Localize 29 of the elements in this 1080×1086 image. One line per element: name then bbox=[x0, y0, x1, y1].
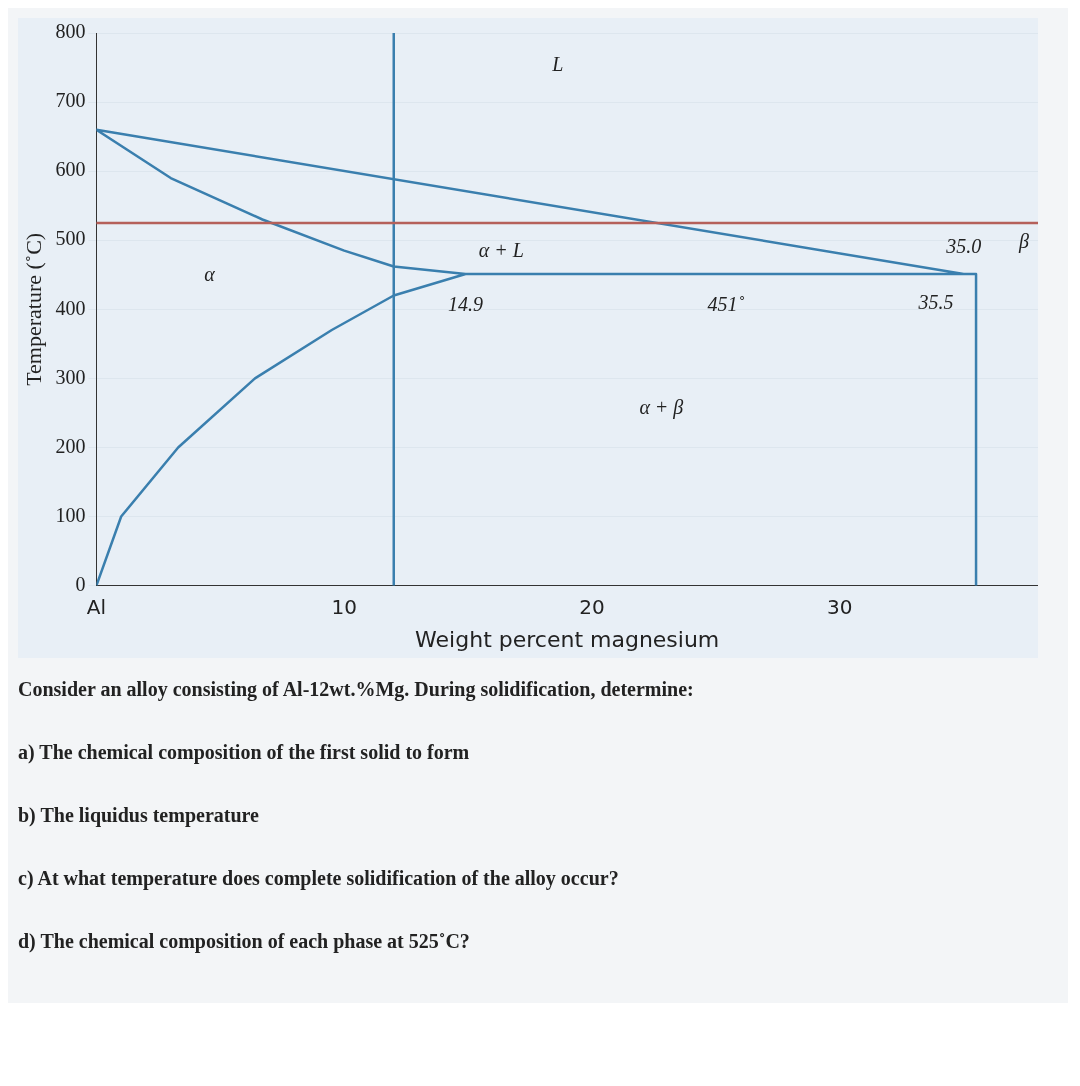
text: b) The liquidus temperature bbox=[18, 804, 260, 827]
y-tick-label: 700 bbox=[55, 89, 86, 112]
x-axis-title: Weight percent magnesium bbox=[415, 626, 720, 652]
annotation: L bbox=[551, 53, 564, 76]
y-tick-label: 400 bbox=[55, 296, 86, 319]
y-tick-label: 200 bbox=[55, 434, 86, 457]
y-axis-title: Temperature (˚C) bbox=[20, 232, 46, 386]
y-tick-label: 600 bbox=[55, 158, 86, 181]
y-tick-label: 500 bbox=[55, 227, 86, 250]
text: Consider an alloy consisting of Al-12wt.%Mg. During solidification, determine: bbox=[18, 678, 695, 701]
annotation: α bbox=[204, 263, 216, 286]
x-tick-label: Al bbox=[86, 594, 107, 619]
annotation: 35.0 bbox=[945, 235, 982, 258]
annotation: α + β bbox=[639, 396, 684, 420]
annotation: β bbox=[1017, 230, 1029, 254]
text: c) At what temperature does complete solidification of the alloy occur? bbox=[18, 867, 620, 890]
y-tick-label: 300 bbox=[55, 365, 86, 388]
annotation: 14.9 bbox=[448, 293, 484, 316]
text: d) The chemical composition of each phase at 525˚C? bbox=[18, 930, 471, 953]
annotation: α + L bbox=[478, 238, 524, 261]
y-tick-label: 0 bbox=[75, 572, 86, 595]
annotation: 451˚ bbox=[707, 293, 745, 316]
y-tick-label: 800 bbox=[55, 20, 86, 43]
x-tick-label: 10 bbox=[331, 594, 357, 619]
y-tick-label: 100 bbox=[55, 503, 86, 526]
x-tick-label: 30 bbox=[827, 594, 853, 619]
annotation: 35.5 bbox=[917, 291, 954, 314]
text: a) The chemical composition of the first solid to form bbox=[18, 741, 471, 764]
x-tick-label: 20 bbox=[579, 594, 605, 619]
